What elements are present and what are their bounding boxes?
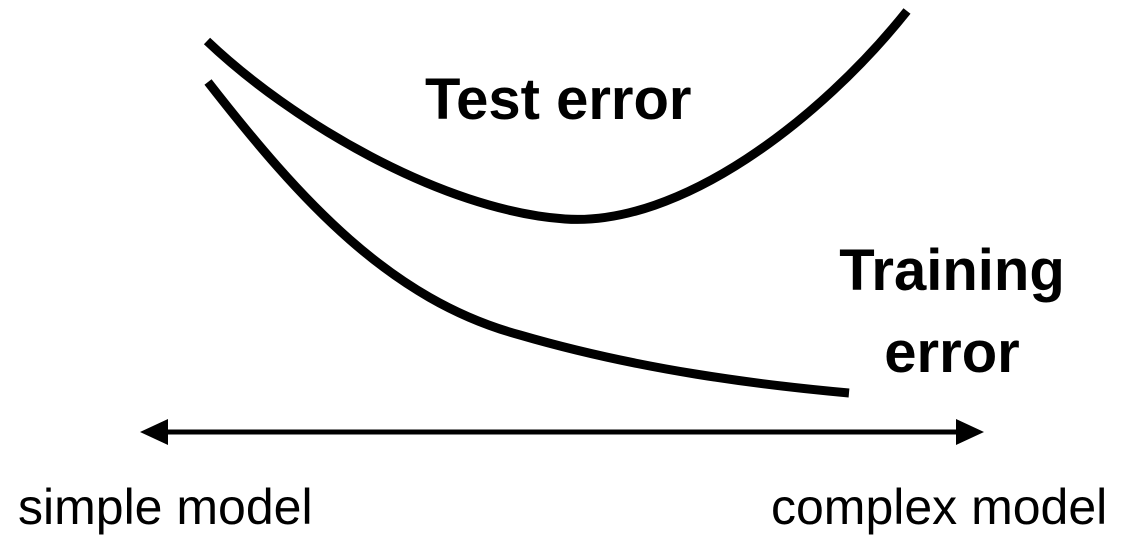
training-error-label-line2: error (884, 320, 1020, 385)
training-error-label: Training error (838, 230, 1066, 394)
test-error-curve (203, 8, 911, 224)
training-error-curve (204, 79, 850, 398)
simple-model-label: simple model (18, 479, 313, 535)
axis-left-arrowhead (140, 419, 168, 445)
axis-right-arrowhead (956, 419, 984, 445)
training-error-label-line1: Training (839, 238, 1065, 303)
complex-model-label: complex model (771, 479, 1108, 535)
test-error-label: Test error (425, 67, 692, 132)
